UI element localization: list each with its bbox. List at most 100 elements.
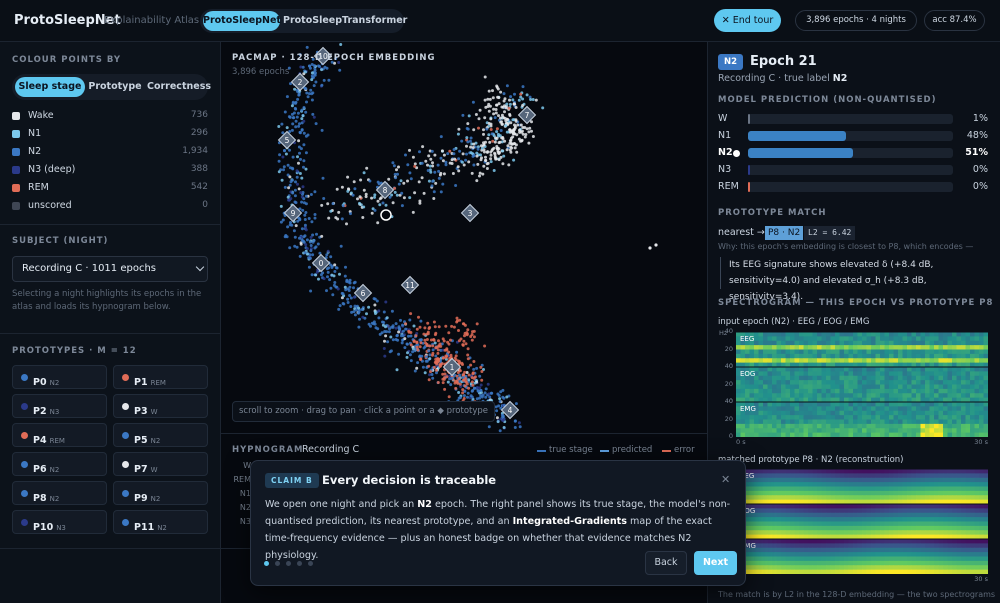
prototype-dot bbox=[122, 490, 129, 497]
embedding-point bbox=[482, 143, 486, 147]
spectrogram-cell bbox=[754, 560, 759, 566]
prototype-card[interactable]: P6 N2 bbox=[12, 452, 107, 476]
spectrogram-cell bbox=[983, 495, 988, 501]
prototype-card[interactable]: P5 N2 bbox=[113, 423, 208, 447]
spectrogram-cell bbox=[947, 543, 953, 549]
spectrogram-cell bbox=[844, 543, 849, 549]
prototype-marker[interactable]: 0 bbox=[311, 253, 331, 273]
prototype-marker[interactable]: 10 bbox=[313, 46, 333, 66]
spectrogram-cell bbox=[898, 353, 903, 359]
embedding-point bbox=[430, 373, 434, 376]
spectrogram-cell bbox=[925, 410, 930, 416]
spectrogram-cell bbox=[754, 521, 759, 527]
back-button[interactable]: Back bbox=[645, 551, 687, 575]
end-tour-button[interactable]: ✕ End tour bbox=[714, 9, 781, 32]
embedding-point bbox=[280, 178, 284, 182]
prototype-marker[interactable]: 2 bbox=[290, 72, 310, 92]
embedding-point bbox=[320, 234, 324, 238]
prototype-card[interactable]: P2 N3 bbox=[12, 394, 107, 418]
tab[interactable]: ProtoSleepTransformer bbox=[283, 15, 408, 26]
nearest-chip[interactable]: P8 · N2 bbox=[765, 226, 804, 240]
prototype-card[interactable]: P11 N2 bbox=[113, 510, 208, 534]
prototype-marker[interactable]: 4 bbox=[500, 400, 520, 420]
tab[interactable]: ProtoSleepNet bbox=[203, 11, 281, 31]
step-dot[interactable] bbox=[286, 561, 291, 566]
spectrogram-cell bbox=[920, 521, 926, 527]
spectrogram-cell bbox=[961, 358, 966, 364]
prototype-marker[interactable]: 1 bbox=[442, 357, 462, 377]
colour-mode[interactable]: Sleep stage bbox=[15, 77, 85, 97]
embedding-point bbox=[384, 325, 387, 329]
spectrogram-cell bbox=[934, 534, 939, 540]
embedding-point bbox=[475, 151, 479, 155]
embedding-point bbox=[464, 342, 468, 346]
spectrogram-cell bbox=[758, 419, 764, 425]
spectrogram-cell bbox=[835, 388, 840, 394]
spectrogram-cell bbox=[803, 486, 809, 492]
spectrogram-cell bbox=[871, 569, 876, 574]
spectrogram-cell bbox=[776, 495, 782, 501]
step-dot[interactable] bbox=[275, 561, 280, 566]
spectrogram-cell bbox=[934, 358, 939, 364]
prototype-marker[interactable]: 5 bbox=[277, 130, 297, 150]
prototype-card[interactable]: P3 W bbox=[113, 394, 208, 418]
spectrogram-cell bbox=[916, 410, 921, 416]
embedding-point bbox=[455, 316, 459, 320]
step-dot[interactable] bbox=[308, 561, 313, 566]
prototype-marker[interactable]: 11 bbox=[400, 275, 420, 295]
spectrogram-cell bbox=[848, 397, 854, 403]
spectrogram-cell bbox=[790, 486, 795, 492]
true-label-dot bbox=[733, 150, 740, 157]
subject-select[interactable]: Recording C · 1011 epochs bbox=[12, 256, 208, 282]
prototype-card[interactable]: P7 W bbox=[113, 452, 208, 476]
next-button[interactable]: Next bbox=[694, 551, 737, 575]
spectrogram-cell bbox=[740, 340, 746, 346]
spectrogram-cell bbox=[970, 556, 975, 562]
spectrogram-cell bbox=[835, 495, 840, 501]
close-button[interactable]: ✕ bbox=[721, 473, 731, 486]
step-dot[interactable] bbox=[297, 561, 302, 566]
spectrogram-cell bbox=[970, 406, 975, 412]
embedding-point bbox=[353, 187, 357, 191]
atlas-title: PACMAP · 128-D EPOCH EMBEDDING bbox=[232, 53, 436, 63]
embedding-point bbox=[326, 202, 330, 206]
spectrogram-cell bbox=[794, 432, 800, 437]
spectrogram-cell bbox=[970, 569, 975, 574]
embedding-point bbox=[454, 386, 458, 390]
spectrogram-cell bbox=[929, 530, 935, 536]
spectrogram-cell bbox=[763, 525, 768, 531]
marker-diamond bbox=[283, 203, 303, 223]
spectrogram-cell bbox=[875, 477, 881, 483]
spectrogram-cell bbox=[772, 349, 777, 355]
embedding-point bbox=[354, 308, 358, 312]
spectrogram-cell bbox=[862, 539, 867, 544]
prototype-marker[interactable]: 3 bbox=[460, 203, 480, 223]
embedding-point bbox=[502, 426, 506, 429]
spectrogram-cell bbox=[947, 495, 953, 501]
spectrogram-cell bbox=[889, 423, 894, 429]
prototype-card[interactable]: P9 N2 bbox=[113, 481, 208, 505]
step-dot[interactable] bbox=[264, 561, 269, 566]
prototype-marker[interactable]: 6 bbox=[353, 283, 373, 303]
colour-mode[interactable]: Correctness bbox=[147, 81, 211, 92]
prototype-marker[interactable]: 8 bbox=[375, 180, 395, 200]
spectrogram-cell bbox=[808, 504, 813, 509]
spectrogram-cell bbox=[875, 388, 881, 394]
spectrogram-cell bbox=[785, 530, 791, 536]
prototype-card[interactable]: P8 N2 bbox=[12, 481, 107, 505]
spectrogram-cell bbox=[893, 406, 899, 412]
prototype-marker[interactable]: 7 bbox=[517, 105, 537, 125]
prototype-card[interactable]: P0 N2 bbox=[12, 365, 107, 389]
prototype-card[interactable]: P1 REM bbox=[113, 365, 208, 389]
prototype-card[interactable]: P4 REM bbox=[12, 423, 107, 447]
embedding-point bbox=[414, 334, 418, 338]
spectrogram-cell bbox=[965, 499, 971, 505]
prototype-card[interactable]: P10 N3 bbox=[12, 510, 107, 534]
colour-mode[interactable]: Prototype bbox=[88, 81, 142, 92]
spectrogram-cell bbox=[817, 504, 822, 509]
prototype-marker[interactable]: 9 bbox=[283, 203, 303, 223]
spectrogram-cell bbox=[772, 393, 777, 399]
spectrogram-cell bbox=[839, 495, 845, 501]
embedding-point bbox=[431, 376, 435, 380]
spectrogram-cell bbox=[740, 415, 746, 421]
